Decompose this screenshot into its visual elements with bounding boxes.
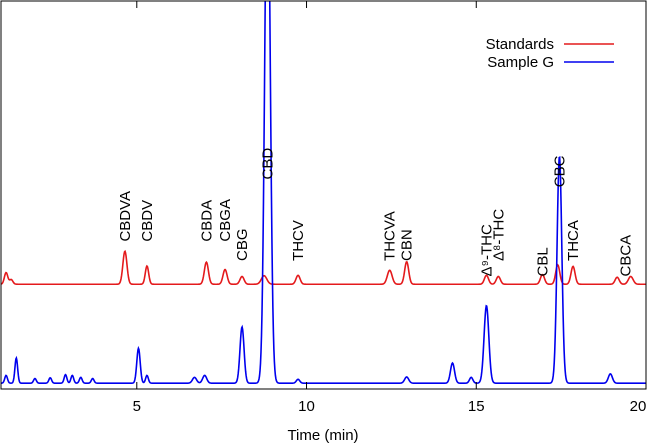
trace-sample-g xyxy=(1,1,646,384)
legend-label: Standards xyxy=(486,36,554,53)
peak-label: THCVA xyxy=(382,211,399,261)
peak-label: CBG xyxy=(234,228,251,261)
plot-frame xyxy=(0,0,647,390)
x-tick-label: 5 xyxy=(133,398,141,415)
peak-label: CBCA xyxy=(618,235,635,277)
peak-label: CBC xyxy=(551,155,568,187)
x-tick-label: 20 xyxy=(630,398,647,415)
x-tick-label: 10 xyxy=(298,398,315,415)
peak-label: CBDA xyxy=(198,200,215,242)
peak-label: CBGA xyxy=(217,199,234,242)
peak-label: CBDV xyxy=(139,200,156,242)
x-tick-label: 15 xyxy=(468,398,485,415)
peak-label: CBD xyxy=(259,148,276,180)
peak-label: CBDVA xyxy=(117,191,134,242)
trace-standards xyxy=(1,249,646,286)
peak-label: Δ⁹-THC xyxy=(478,224,495,276)
peak-label: THCV xyxy=(290,220,307,261)
peak-label: THCA xyxy=(565,220,582,261)
peak-label: Δ⁸-THC xyxy=(490,209,507,261)
x-axis-title: Time (min) xyxy=(287,427,358,444)
peak-label: CBN xyxy=(399,229,416,261)
legend-label: Sample G xyxy=(487,54,554,71)
peak-label: CBL xyxy=(534,247,551,276)
